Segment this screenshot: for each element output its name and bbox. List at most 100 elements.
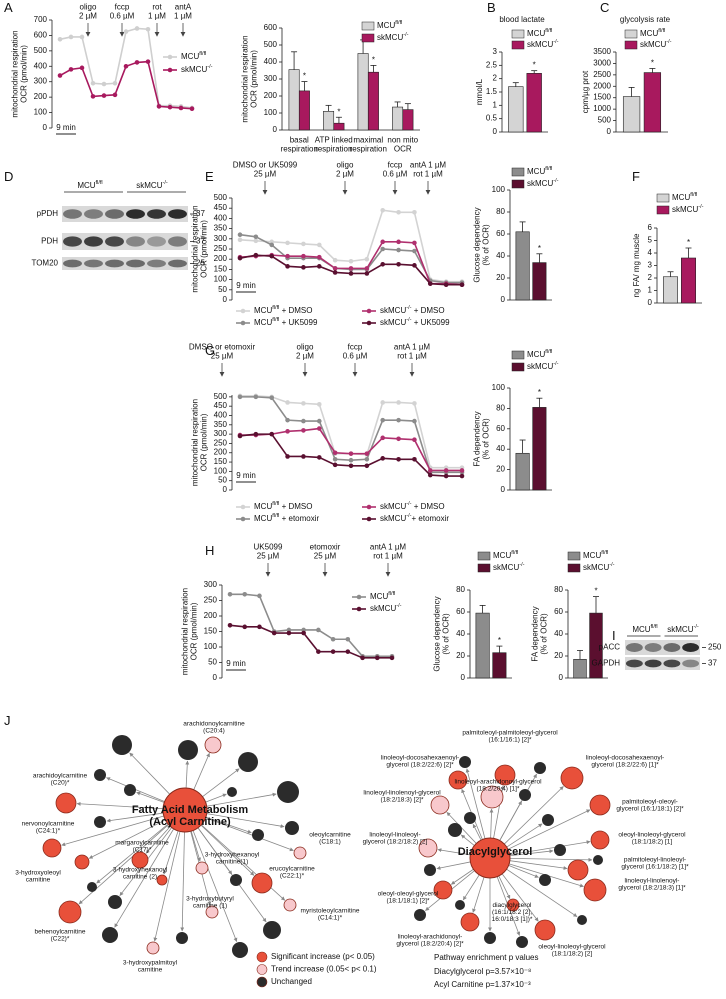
network-node	[251, 872, 273, 894]
bar	[515, 452, 530, 491]
data-point	[316, 242, 322, 248]
network-edge	[206, 792, 277, 807]
data-point	[412, 456, 417, 462]
y-tick-label: 80	[554, 585, 563, 594]
y-axis-label: ng FA/ mg muscle	[632, 233, 641, 298]
scale-label: 9 min	[56, 123, 76, 132]
network-edge	[472, 876, 485, 913]
network-node	[252, 829, 264, 841]
bar	[492, 652, 507, 679]
annotation: fccp 0.6 µM	[343, 343, 368, 361]
data-point	[364, 451, 370, 456]
data-point	[380, 435, 386, 441]
y-tick-label: 2500	[593, 70, 611, 79]
network-node-label: linoleoyl-docosahexaenoyl-glycerol (18:2…	[586, 754, 664, 768]
y-tick-label: 300	[264, 74, 278, 83]
legend-swatch	[511, 40, 525, 50]
data-point	[380, 207, 386, 213]
network-node	[55, 792, 77, 814]
network-node	[583, 878, 607, 902]
data-point	[112, 92, 118, 98]
blot-column-label: skMCU-/-	[667, 624, 699, 634]
y-tick-label: 400	[214, 411, 228, 420]
data-point	[316, 254, 322, 260]
enrichment-title: Pathway enrichment p values	[434, 953, 539, 962]
data-point	[380, 246, 386, 252]
legend-swatch	[624, 40, 638, 50]
data-point	[123, 63, 129, 69]
network-node-label: oleoyl-linoleoyl-glycerol (18:1/18:2) [1]	[618, 831, 686, 845]
y-tick-label: 100	[34, 108, 48, 117]
y-tick-label: 300	[214, 234, 228, 243]
enrichment-line: Diacylglycerol p=3.57×10⁻⁸	[434, 967, 531, 976]
network-edge	[202, 768, 240, 797]
data-point	[257, 593, 262, 599]
y-tick-label: 60	[456, 607, 465, 616]
network-node	[108, 895, 122, 909]
data-point	[396, 247, 401, 253]
network-hub-label: Fatty Acid Metabolism (Acyl Carnitine)	[132, 804, 249, 828]
data-point	[348, 266, 354, 271]
y-tick-label: 80	[456, 585, 465, 594]
legend-label: MCUfl/fl	[370, 591, 395, 601]
y-tick-label: 0	[648, 298, 653, 307]
legend-swatch	[511, 362, 525, 372]
data-point	[412, 263, 417, 268]
legend-label: skMCU-/-	[377, 32, 409, 42]
legend-swatch	[567, 551, 581, 561]
network-node	[204, 736, 222, 754]
legend-label: MCUfl/fl + etomoxir	[254, 513, 320, 523]
network-edge	[193, 752, 210, 790]
data-point	[285, 253, 290, 259]
data-point	[380, 262, 386, 267]
data-point	[301, 630, 306, 636]
annotation: antA 1 µM	[174, 3, 192, 21]
legend-label: MCUfl/fl	[527, 349, 552, 359]
network-node	[146, 941, 160, 955]
data-point	[237, 232, 243, 238]
network-node	[195, 861, 209, 875]
y-tick-label: 20	[496, 465, 505, 474]
data-point	[253, 394, 259, 400]
annotation: antA 1 µM rot 1 µM	[410, 161, 447, 179]
network-node	[227, 787, 237, 797]
network-edge	[180, 831, 185, 932]
network-edge	[192, 830, 238, 942]
annotation: antA 1 µM rot 1 µM	[394, 343, 431, 361]
network-node-label: 3-hydroxypalmitoyl carnitine	[123, 959, 178, 973]
bar	[532, 407, 547, 491]
network-node	[112, 735, 132, 755]
bar	[288, 69, 300, 131]
data-point	[360, 655, 365, 661]
y-axis-label: FA dependency(% of OCR)	[531, 606, 549, 661]
y-tick-label: 600	[34, 31, 48, 40]
significance: *	[538, 244, 541, 253]
network-node-label: linoleoyl-arachidonoyl-glycerol (18:2/20…	[396, 933, 464, 947]
blot-band	[147, 209, 166, 219]
network-node	[156, 874, 168, 886]
network-node-label: 3-hydroxybutyryl carnitine (1)	[186, 895, 234, 909]
data-point	[178, 105, 184, 111]
y-tick-label: 100	[214, 466, 228, 475]
blot-band	[147, 236, 166, 247]
y-axis-label: mmol/L	[475, 78, 484, 105]
y-tick-label: 450	[214, 401, 228, 410]
data-point	[57, 73, 63, 78]
data-point	[374, 655, 380, 661]
network-node-label: margaroylcarnitine (C17)*	[115, 839, 169, 853]
annotation: fccp 0.6 µM	[110, 3, 135, 21]
data-point	[253, 238, 259, 244]
bar	[402, 109, 414, 131]
y-tick-label: 2000	[593, 81, 611, 90]
legend-label: skMCU-/-	[527, 39, 559, 49]
y-tick-label: 50	[218, 476, 227, 485]
annotation: etomoxir 25 µM	[310, 543, 341, 561]
data-point	[253, 431, 259, 437]
data-point	[380, 239, 386, 245]
network-node	[539, 874, 551, 886]
y-tick-label: 300	[204, 580, 218, 589]
data-point	[79, 65, 85, 71]
legend-label: skMCU-/-	[527, 361, 559, 371]
y-tick-label: 100	[214, 275, 228, 284]
y-tick-label: 0	[501, 295, 506, 304]
